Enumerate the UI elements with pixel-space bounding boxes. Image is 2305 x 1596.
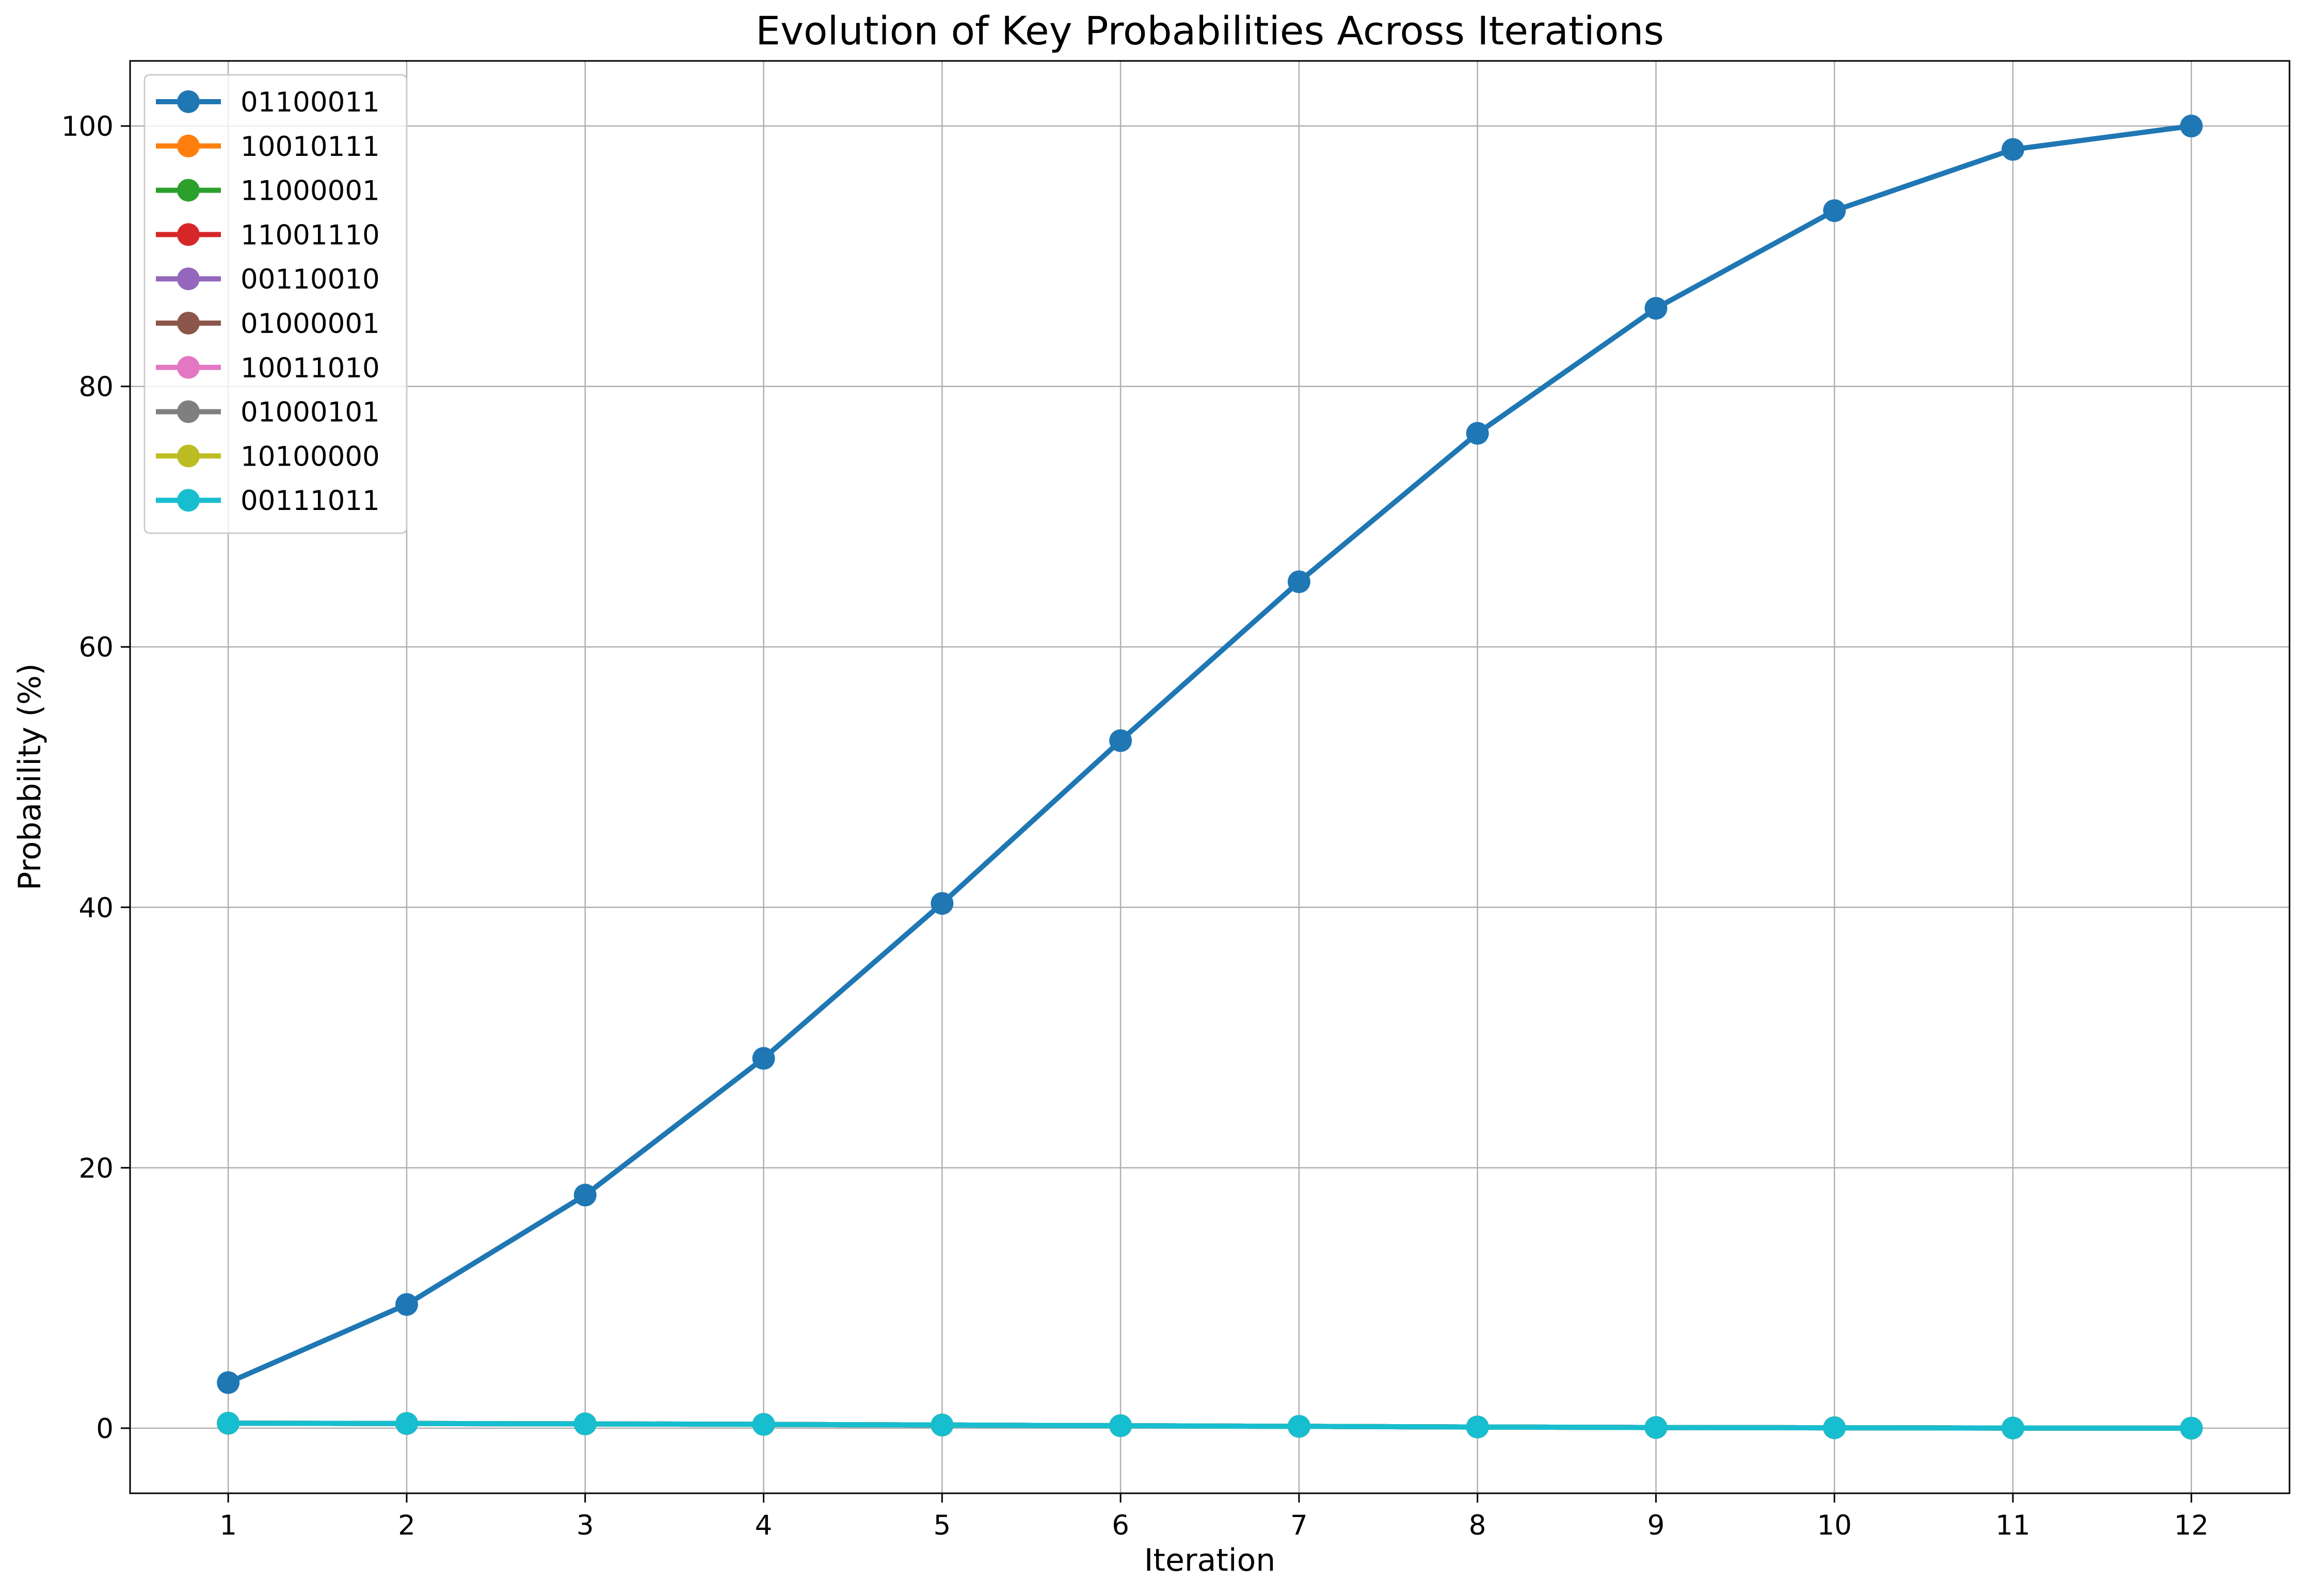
x-tick-label: 6 <box>1112 1510 1129 1541</box>
y-tick-label: 100 <box>61 111 114 142</box>
y-tick-label: 0 <box>96 1413 114 1445</box>
legend-label: 01000101 <box>241 397 380 428</box>
x-axis-label: Iteration <box>1144 1542 1276 1578</box>
legend-label: 11000001 <box>241 175 380 207</box>
legend-item: 10100000 <box>156 441 380 472</box>
x-tick-label: 7 <box>1290 1510 1308 1541</box>
legend-item: 11001110 <box>156 219 380 251</box>
series-01100011 <box>217 115 2203 1394</box>
y-tick-label: 40 <box>79 892 114 924</box>
data-point <box>217 1412 240 1435</box>
legend-item: 00111011 <box>156 485 380 517</box>
y-axis-label: Probability (%) <box>12 663 48 890</box>
legend-marker <box>177 312 200 334</box>
data-point <box>2002 1416 2025 1440</box>
series-00111011 <box>217 1412 2203 1440</box>
legend-item: 01100011 <box>156 87 380 118</box>
legend-marker <box>177 179 200 202</box>
legend-label: 10010111 <box>241 131 380 163</box>
data-point <box>2180 1416 2203 1440</box>
series-group <box>217 115 2203 1440</box>
x-tick-label: 11 <box>1995 1510 2030 1541</box>
x-tick-label: 4 <box>755 1510 773 1541</box>
legend-marker <box>177 267 200 291</box>
legend-marker <box>177 223 200 246</box>
data-point <box>1466 422 1489 445</box>
data-point <box>1109 1414 1132 1438</box>
series-line <box>226 123 2194 1385</box>
data-point <box>395 1412 418 1435</box>
legend-label: 10011010 <box>241 353 380 384</box>
x-tick-label: 12 <box>2174 1510 2208 1541</box>
data-point <box>1109 729 1132 752</box>
legend-marker <box>177 134 200 157</box>
legend-item: 01000101 <box>156 397 380 428</box>
data-point <box>1287 570 1310 594</box>
chart-title: Evolution of Key Probabilities Across It… <box>756 8 1664 54</box>
x-tick-label: 5 <box>933 1510 951 1541</box>
legend-marker <box>177 90 200 113</box>
data-point <box>931 1413 954 1437</box>
data-point <box>2002 138 2025 161</box>
x-tick-label: 3 <box>577 1510 594 1541</box>
data-point <box>2180 115 2203 138</box>
data-point <box>931 892 954 915</box>
data-point <box>1823 1416 1846 1440</box>
x-tick-label: 1 <box>219 1510 237 1541</box>
legend-label: 11001110 <box>241 219 380 251</box>
x-tick-label: 8 <box>1469 1510 1486 1541</box>
legend-label: 10100000 <box>241 441 380 472</box>
legend-item: 01000001 <box>156 308 380 340</box>
legend-marker <box>177 489 200 512</box>
data-point <box>1644 297 1668 320</box>
legend-item: 10010111 <box>156 131 380 163</box>
y-tick-label: 60 <box>79 632 114 663</box>
series-line <box>226 1421 2194 1431</box>
plot-frame <box>129 60 2291 1494</box>
legend-marker <box>177 444 200 468</box>
data-point <box>1466 1415 1489 1439</box>
legend-label: 00111011 <box>241 485 380 517</box>
legend-item: 10011010 <box>156 353 380 384</box>
y-tick-label: 80 <box>79 372 114 403</box>
x-tick-label: 9 <box>1647 1510 1665 1541</box>
data-point <box>573 1412 597 1435</box>
x-tick-label: 2 <box>398 1510 415 1541</box>
legend-label: 00110010 <box>241 264 380 295</box>
x-tick-label: 10 <box>1817 1510 1852 1541</box>
data-point <box>752 1413 775 1436</box>
legend-item: 11000001 <box>156 175 380 207</box>
data-point <box>752 1047 775 1070</box>
legend: 01100011 10010111 11000001 11001110 00110010… <box>143 74 408 534</box>
data-point <box>573 1184 597 1207</box>
legend-marker <box>177 400 200 423</box>
legend-marker <box>177 356 200 379</box>
data-point <box>1823 199 1846 222</box>
legend-label: 01100011 <box>241 87 380 118</box>
y-tick-label: 20 <box>79 1153 114 1184</box>
data-point <box>395 1293 418 1316</box>
data-point <box>217 1371 240 1394</box>
data-point <box>1287 1415 1310 1438</box>
legend-label: 01000001 <box>241 308 380 340</box>
data-point <box>1644 1416 1668 1439</box>
legend-item: 00110010 <box>156 264 380 295</box>
